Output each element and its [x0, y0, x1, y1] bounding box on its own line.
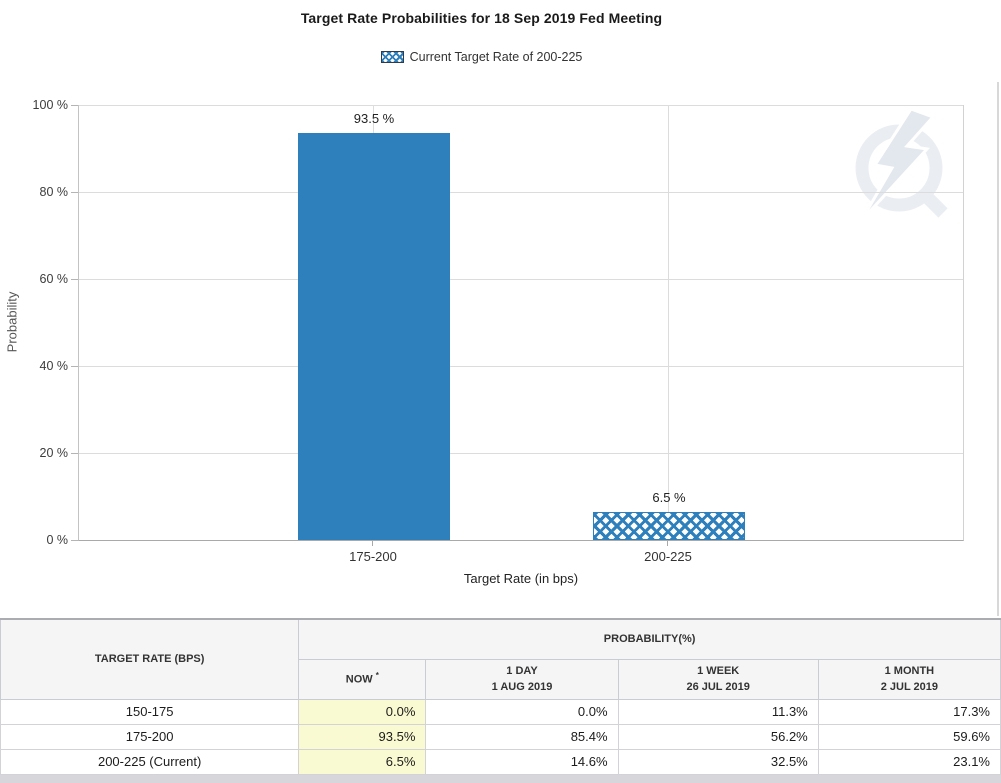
legend-label: Current Target Rate of 200-225: [409, 50, 583, 64]
asterisk-footnote-icon: *: [375, 670, 379, 680]
gridline-cat-200-225: [668, 105, 669, 540]
y-tick-mark: [71, 366, 78, 367]
x-axis-title: Target Rate (in bps): [463, 571, 579, 586]
vertical-scrollbar[interactable]: [997, 82, 999, 616]
cell-target-rate: 175-200: [0, 723, 300, 750]
col-header-line2: 1 AUG 2019: [491, 681, 553, 693]
crosshatch-swatch-icon: [380, 51, 404, 63]
chart-section: Target Rate Probabilities for 18 Sep 201…: [0, 10, 964, 586]
y-tick-label: 40 %: [39, 359, 69, 373]
table-row: 150-175 0.0% 0.0% 11.3% 17.3%: [0, 698, 1001, 725]
y-tick-label: 80 %: [39, 185, 69, 199]
gridline-60: [79, 279, 963, 280]
table-row: 200-225 (Current) 6.5% 14.6% 32.5% 23.1%: [0, 748, 1001, 775]
col-header-line2: 2 JUL 2019: [880, 681, 939, 693]
cell-1week: 32.5%: [617, 748, 819, 775]
cell-now: 93.5%: [298, 723, 427, 750]
gridline-20: [79, 453, 963, 454]
y-axis-title: Probability: [4, 291, 20, 353]
bar-175-200[interactable]: [298, 133, 450, 540]
y-tick-mark: [71, 453, 78, 454]
gridline-80: [79, 192, 963, 193]
cell-1day: 0.0%: [425, 698, 619, 725]
cell-1day: 14.6%: [425, 748, 619, 775]
y-tick-label: 0 %: [46, 533, 68, 547]
col-header-1month: 1 MONTH 2 JUL 2019: [817, 658, 1001, 700]
x-tick-mark: [372, 541, 373, 546]
cell-1month: 23.1%: [817, 748, 1001, 775]
x-category-label: 175-200: [349, 549, 397, 564]
cell-1week: 11.3%: [617, 698, 819, 725]
plot-area: 93.5 % 6.5 %: [78, 105, 964, 541]
col-header-line2: 26 JUL 2019: [686, 681, 750, 693]
y-tick-mark: [71, 192, 78, 193]
y-tick-label: 60 %: [39, 272, 69, 286]
y-tick-mark: [71, 540, 78, 541]
col-group-header-probability: PROBABILITY(%): [298, 618, 1001, 660]
chart-title: Target Rate Probabilities for 18 Sep 201…: [300, 10, 663, 26]
cell-1month: 17.3%: [817, 698, 1001, 725]
cell-now: 6.5%: [298, 748, 427, 775]
probability-table: TARGET RATE (BPS) PROBABILITY(%) NOW * 1…: [0, 618, 1001, 775]
y-tick-label: 20 %: [39, 446, 69, 460]
col-header-line1: 1 WEEK: [697, 664, 740, 677]
col-header-1day: 1 DAY 1 AUG 2019: [425, 658, 619, 700]
bar-value-label: 6.5 %: [652, 490, 686, 505]
y-tick-mark: [71, 279, 78, 280]
bar-200-225-current[interactable]: [593, 512, 745, 540]
horizontal-scrollbar[interactable]: [0, 775, 1001, 783]
cell-target-rate: 150-175: [0, 698, 300, 725]
cell-now: 0.0%: [298, 698, 427, 725]
cell-1month: 59.6%: [817, 723, 1001, 750]
quikstrike-logo-watermark: [855, 107, 948, 223]
x-category-label: 200-225: [644, 549, 692, 564]
y-tick-mark: [71, 105, 78, 106]
col-header-line1: 1 DAY: [506, 664, 538, 677]
gridline-100: [79, 105, 963, 106]
cell-target-rate: 200-225 (Current): [0, 748, 300, 775]
cell-1day: 85.4%: [425, 723, 619, 750]
col-header-now: NOW *: [298, 658, 427, 700]
gridline-40: [79, 366, 963, 367]
col-header-now-label: NOW: [345, 673, 373, 686]
x-tick-mark: [667, 541, 668, 546]
chart-legend: Current Target Rate of 200-225: [0, 50, 963, 64]
table-header-row: TARGET RATE (BPS) PROBABILITY(%): [0, 618, 1001, 700]
bar-value-label: 93.5 %: [353, 111, 395, 126]
table-subheader-row: NOW * 1 DAY 1 AUG 2019 1 WEEK 26 JUL 2019 …: [1, 658, 1001, 700]
col-header-1week: 1 WEEK 26 JUL 2019: [617, 658, 819, 700]
table-row: 175-200 93.5% 85.4% 56.2% 59.6%: [0, 723, 1001, 750]
cell-1week: 56.2%: [617, 723, 819, 750]
col-header-line1: 1 MONTH: [884, 664, 935, 677]
col-header-target-rate: TARGET RATE (BPS): [0, 618, 300, 700]
y-tick-label: 100 %: [32, 98, 68, 112]
